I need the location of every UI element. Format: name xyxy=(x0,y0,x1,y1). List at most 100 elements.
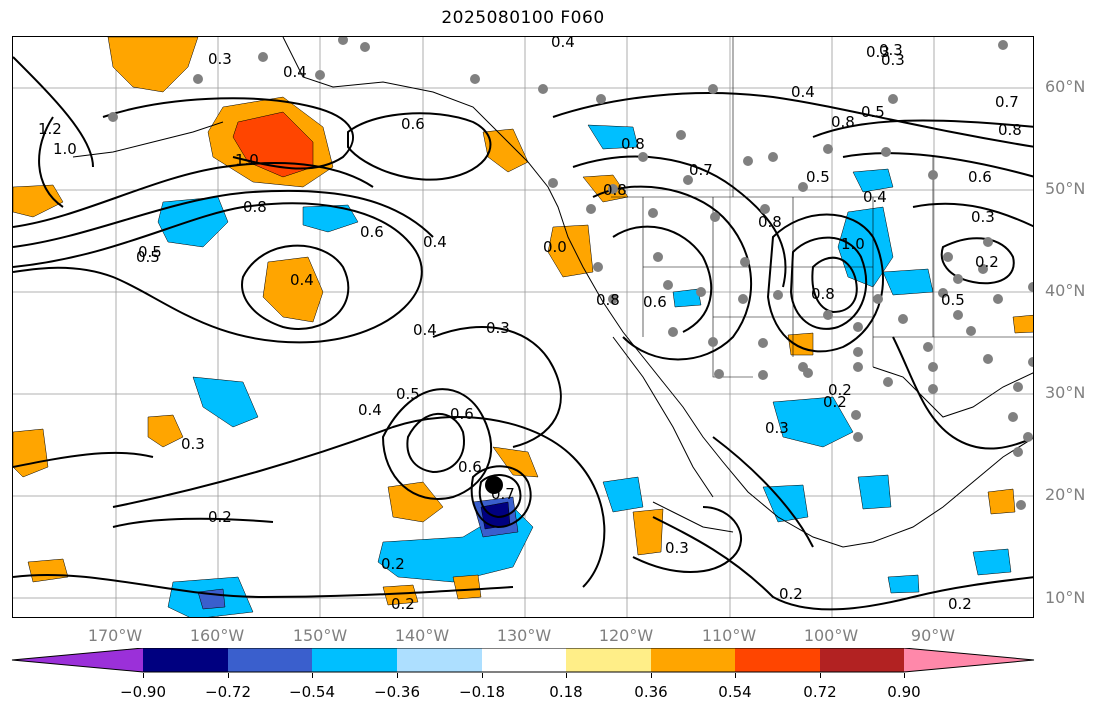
colorbar-tick-label: 0.72 xyxy=(803,683,837,701)
colorbar-tick-label: −0.90 xyxy=(120,683,166,701)
shade-blue-north xyxy=(852,168,894,193)
contour-label: 0.5 xyxy=(806,168,830,186)
contour-label: 0.3 xyxy=(881,51,905,69)
shade-blue-gulf xyxy=(857,474,892,510)
contour-label: 0.3 xyxy=(866,43,890,61)
shade-royal-s xyxy=(197,588,226,610)
contour-label: 0.6 xyxy=(643,293,667,311)
cyclone-center xyxy=(485,476,503,494)
shade-blue-carib2 xyxy=(972,548,1012,576)
contour-label: 0.4 xyxy=(863,188,887,206)
contour-label: 1.0 xyxy=(53,140,77,158)
lon-label-120w: 120°W xyxy=(598,626,654,645)
colorbar xyxy=(0,647,1105,678)
shade-orange-coast xyxy=(482,128,529,173)
lon-label-100w: 100°W xyxy=(803,626,859,645)
colorbar-segment-over xyxy=(904,648,1034,672)
shade-orange-s3 xyxy=(452,574,482,600)
contour-label: 0.3 xyxy=(765,419,789,437)
contour-label: 0.3 xyxy=(208,50,232,68)
contour-label: 0.4 xyxy=(791,83,815,101)
contour-label: 0.7 xyxy=(491,485,515,503)
shaded-fields xyxy=(13,37,1033,617)
contour-label: 0.5 xyxy=(941,291,965,309)
contour-label: 0.4 xyxy=(413,321,437,339)
shade-orange-w2 xyxy=(13,428,49,478)
shade-blue-mx2 xyxy=(762,484,809,523)
shade-orange-nw xyxy=(107,37,199,93)
colorbar-tick-label: −0.18 xyxy=(459,683,505,701)
contour-label: 0.2 xyxy=(391,595,415,613)
colorbar-tick-label: −0.36 xyxy=(374,683,420,701)
contour-label: 0.4 xyxy=(423,233,447,251)
shade-orange-pac xyxy=(632,508,664,556)
contour-label: 0.2 xyxy=(975,253,999,271)
contour-label: 0.3 xyxy=(879,41,903,59)
contour-label-group: 0.4 0.3 0.3 0.4 1.2 1.0 1.0 0.6 0.8 0.5 … xyxy=(38,37,1022,613)
contour-label: 0.2 xyxy=(828,381,852,399)
colorbar-segment xyxy=(228,648,312,672)
contour-label: 1.0 xyxy=(841,235,865,253)
colorbar-segment xyxy=(566,648,651,672)
contour-label: 0.8 xyxy=(811,285,835,303)
contour-label: 0.4 xyxy=(358,401,382,419)
lat-label-60n: 60°N xyxy=(1045,77,1086,96)
shade-blue-1 xyxy=(157,196,229,248)
lon-label-170w: 170°W xyxy=(87,626,143,645)
shade-blue-az xyxy=(672,288,702,308)
contour-label: 0.2 xyxy=(208,508,232,526)
colorbar-segment-under xyxy=(12,648,143,672)
shade-blue-mx xyxy=(772,396,854,448)
shade-orange-mid xyxy=(262,256,324,323)
lat-label-10n: 10°N xyxy=(1045,588,1086,607)
shade-orange-w1 xyxy=(13,184,64,218)
colorbar-tick-label: 0.90 xyxy=(887,683,921,701)
contour-label: 0.3 xyxy=(486,319,510,337)
lat-label-20n: 20°N xyxy=(1045,485,1086,504)
shade-blue-ohio xyxy=(882,268,934,296)
contour-label: 0.0 xyxy=(543,238,567,256)
shade-blue-carib xyxy=(887,574,920,594)
colorbar-tick-label: 0.54 xyxy=(718,683,752,701)
station-markers xyxy=(108,37,1033,510)
contour-label: 0.6 xyxy=(360,223,384,241)
contour-label: 0.7 xyxy=(995,93,1019,111)
colorbar-segment xyxy=(397,648,482,672)
contour-label: 0.2 xyxy=(948,595,972,613)
map-title: 2025080100 F060 xyxy=(441,8,605,28)
map-panel[interactable]: 0.4 0.3 0.3 0.4 1.2 1.0 1.0 0.6 0.8 0.5 … xyxy=(12,36,1034,618)
lon-label-110w: 110°W xyxy=(701,626,757,645)
contour-label: 0.8 xyxy=(831,113,855,131)
colorbar-segment xyxy=(651,648,735,672)
lat-label-50n: 50°N xyxy=(1045,179,1086,198)
shade-blue-3 xyxy=(192,376,259,428)
contour-label: 0.2 xyxy=(779,585,803,603)
colorbar-tick-label: 0.36 xyxy=(634,683,668,701)
contour-label: 1.2 xyxy=(38,120,62,138)
contour-lines xyxy=(13,56,1033,611)
colorbar-segment xyxy=(312,648,397,672)
contour-label: 0.5 xyxy=(138,243,162,261)
colorbar-segment xyxy=(735,648,820,672)
colorbar-tick-label: −0.72 xyxy=(205,683,251,701)
colorbar-segment xyxy=(482,648,566,672)
contour-label: 0.4 xyxy=(290,271,314,289)
contour-label: 0.5 xyxy=(396,385,420,403)
shade-orange-carib xyxy=(987,488,1016,515)
map-canvas: 0.4 0.3 0.3 0.4 1.2 1.0 1.0 0.6 0.8 0.5 … xyxy=(13,37,1033,617)
shade-orange-s2 xyxy=(382,584,419,606)
contour-label: 0.6 xyxy=(458,458,482,476)
contour-label: 0.8 xyxy=(758,213,782,231)
lon-label-140w: 140°W xyxy=(394,626,450,645)
contour-label: 0.4 xyxy=(551,37,575,51)
shade-blue-baja xyxy=(602,476,644,513)
colorbar-graphic xyxy=(11,647,1035,673)
contour-label: 0.2 xyxy=(823,393,847,411)
contour-label: 0.8 xyxy=(621,135,645,153)
contour-label: 0.3 xyxy=(971,208,995,226)
shade-blue-2 xyxy=(302,204,359,233)
contour-label: 0.3 xyxy=(665,539,689,557)
contour-label: 0.5 xyxy=(136,248,160,266)
contour-label: 0.6 xyxy=(968,168,992,186)
contour-label: 0.3 xyxy=(181,435,205,453)
